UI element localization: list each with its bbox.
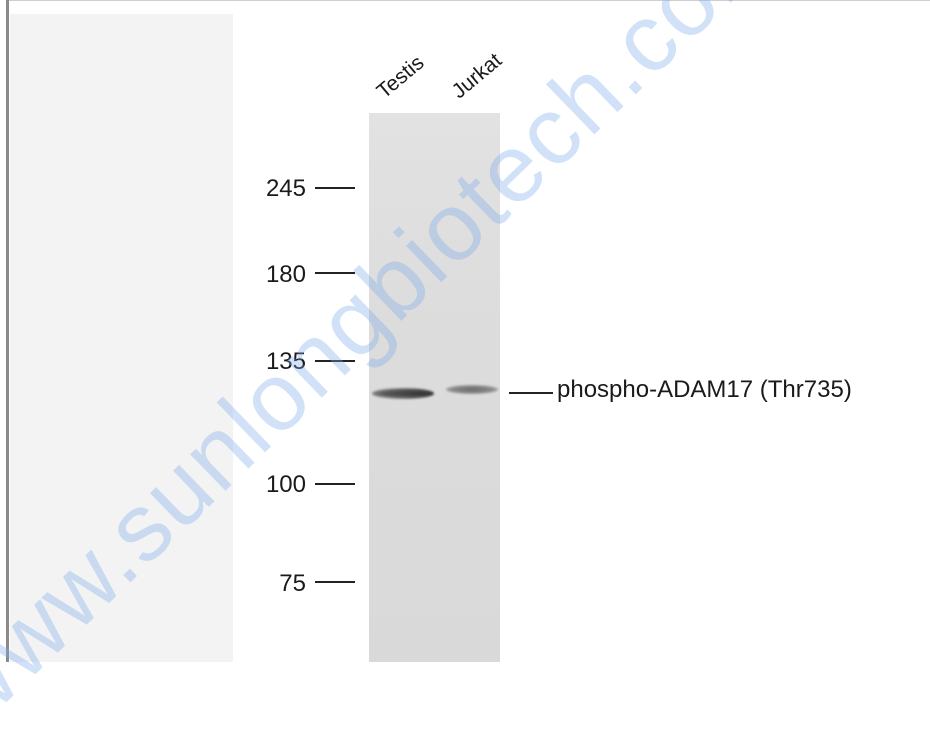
marker-label-180: 180	[265, 261, 306, 288]
marker-label-100: 100	[265, 471, 306, 498]
marker-tick-100	[315, 483, 355, 485]
marker-tick-245	[315, 187, 355, 189]
frame-left-border	[6, 0, 9, 662]
marker-label-245: 245	[265, 175, 306, 202]
marker-label-75: 75	[279, 570, 306, 597]
band-jurkat	[446, 385, 498, 394]
band-pointer-line	[509, 392, 553, 394]
frame-top-border	[6, 0, 930, 1]
marker-tick-135	[315, 360, 355, 362]
marker-label-135: 135	[265, 348, 306, 375]
marker-tick-75	[315, 581, 355, 583]
side-panel	[10, 14, 233, 662]
band-testis	[372, 388, 434, 399]
band-label: phospho-ADAM17 (Thr735)	[557, 376, 852, 403]
marker-tick-180	[315, 272, 355, 274]
blot-area	[233, 14, 930, 662]
